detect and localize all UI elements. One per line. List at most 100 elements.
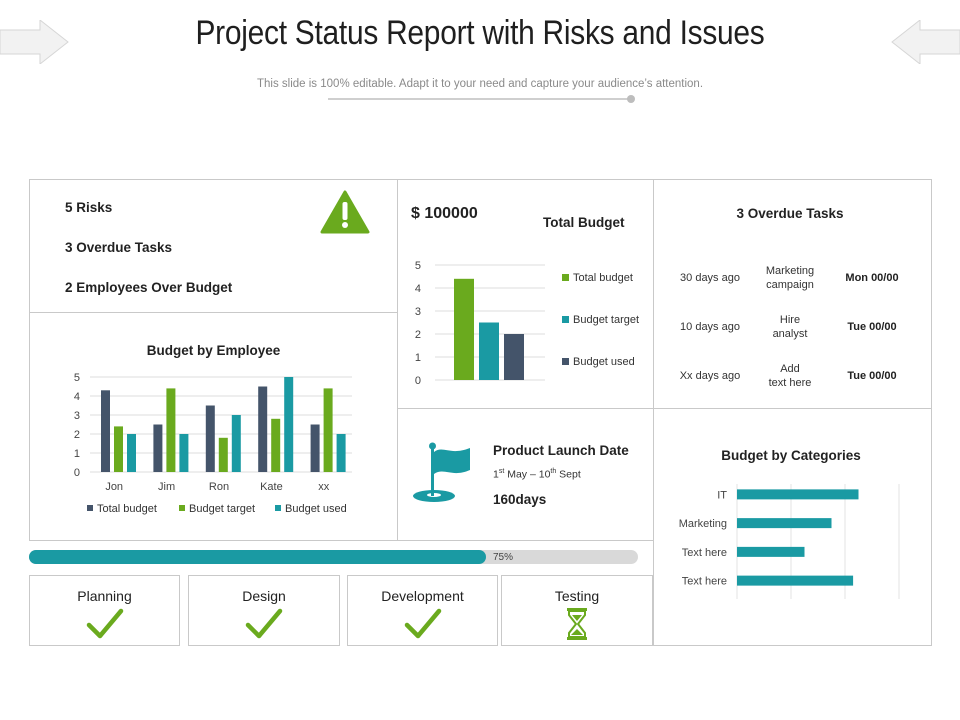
phase-label: Planning bbox=[77, 588, 132, 604]
legend-swatch bbox=[87, 505, 93, 511]
x-tick-label: Jon bbox=[105, 481, 123, 493]
overdue-ago-1: 30 days ago bbox=[680, 272, 740, 284]
product-launch-title: Product Launch Date bbox=[493, 443, 629, 458]
bar bbox=[310, 424, 320, 472]
progress-fill bbox=[29, 550, 486, 564]
budget-by-employee-chart: 0 1 2 3 4 5 Jon Jim Ron Kate xx Total budget Budget … bbox=[74, 372, 352, 515]
checkmark-icon bbox=[404, 608, 441, 639]
y-tick-label: Text here bbox=[682, 547, 727, 559]
bar bbox=[323, 388, 333, 472]
bar bbox=[271, 418, 281, 472]
total-budget-panel bbox=[397, 179, 654, 409]
y-tick-label: 0 bbox=[415, 375, 421, 387]
y-tick-label: Marketing bbox=[679, 518, 727, 530]
page-subtitle: This slide is 100% editable. Adapt it to… bbox=[256, 78, 704, 90]
total-budget-title: Total Budget bbox=[543, 215, 625, 230]
bar bbox=[127, 434, 136, 472]
bar bbox=[479, 322, 499, 380]
legend-swatch bbox=[562, 316, 569, 323]
bar bbox=[284, 377, 294, 472]
overdue-date-2: Tue 00/00 bbox=[847, 321, 897, 333]
bar bbox=[336, 434, 346, 472]
y-tick-label: Text here bbox=[682, 576, 727, 588]
subtitle-divider-dot bbox=[627, 95, 635, 103]
phase-label: Testing bbox=[554, 588, 600, 604]
y-tick-label: 1 bbox=[415, 352, 421, 364]
y-tick-label: 4 bbox=[415, 283, 421, 295]
product-launch-days: 160days bbox=[493, 492, 547, 507]
phase-label: Design bbox=[242, 588, 286, 604]
flag-icon bbox=[413, 442, 470, 502]
overdue-date-1: Mon 00/00 bbox=[845, 272, 899, 284]
product-launch-range: 1st May – 10th Sept bbox=[493, 468, 581, 481]
y-tick-label: 2 bbox=[74, 429, 80, 441]
legend-label: Budget target bbox=[573, 314, 639, 326]
hourglass-icon bbox=[567, 608, 587, 640]
x-tick-label: Ron bbox=[209, 481, 229, 493]
legend-swatch bbox=[562, 358, 569, 365]
budget-by-categories-chart: IT Marketing Text here Text here bbox=[679, 484, 900, 599]
arrow-left-icon bbox=[0, 20, 69, 64]
bar bbox=[114, 426, 123, 472]
bar bbox=[205, 405, 215, 472]
bar bbox=[179, 434, 189, 472]
budget-by-employee-title: Budget by Employee bbox=[146, 343, 281, 358]
bar bbox=[737, 518, 832, 529]
legend-label: Total budget bbox=[573, 272, 633, 284]
x-tick-label: Jim bbox=[158, 481, 175, 493]
y-tick-label: IT bbox=[717, 489, 727, 501]
progress-label: 75% bbox=[493, 552, 514, 563]
bar bbox=[218, 437, 228, 472]
legend-swatch bbox=[179, 505, 185, 511]
x-tick-label: xx bbox=[318, 481, 330, 493]
subtitle-divider bbox=[328, 98, 632, 100]
bar bbox=[258, 386, 268, 472]
product-launch-panel bbox=[397, 408, 654, 541]
bar bbox=[153, 424, 163, 472]
employees-over-budget: 2 Employees Over Budget bbox=[65, 280, 233, 295]
overdue-task-1: Marketing campaign bbox=[765, 265, 815, 291]
bar bbox=[166, 388, 176, 472]
warning-triangle-icon bbox=[320, 190, 370, 234]
overdue-task-3: Add text here bbox=[768, 363, 812, 389]
y-tick-label: 0 bbox=[74, 467, 80, 479]
y-tick-label: 1 bbox=[74, 448, 80, 460]
legend-swatch bbox=[275, 505, 281, 511]
bar bbox=[454, 278, 474, 380]
phase-testing[interactable]: Testing bbox=[501, 575, 653, 646]
legend-label: Total budget bbox=[97, 503, 157, 515]
overdue-ago-3: Xx days ago bbox=[679, 370, 741, 382]
bar bbox=[737, 546, 805, 557]
checkmark-icon bbox=[86, 608, 123, 639]
total-budget-amount: $ 100000 bbox=[411, 205, 478, 222]
total-budget-chart: 0 1 2 3 4 5 Total budget Budget target Budget us… bbox=[415, 260, 639, 387]
y-tick-label: 5 bbox=[74, 372, 80, 384]
y-tick-label: 3 bbox=[415, 306, 421, 318]
legend-label: Budget used bbox=[573, 356, 635, 368]
bar bbox=[737, 489, 859, 500]
overdue-date-3: Tue 00/00 bbox=[847, 370, 897, 382]
phase-design[interactable]: Design bbox=[188, 575, 340, 646]
page-title: Project Status Report with Risks and Iss… bbox=[195, 14, 765, 52]
bar bbox=[504, 334, 524, 380]
phase-planning[interactable]: Planning bbox=[29, 575, 180, 646]
y-tick-label: 3 bbox=[74, 410, 80, 422]
risks-count: 5 Risks bbox=[65, 200, 113, 215]
legend-label: Budget used bbox=[285, 503, 347, 515]
bar bbox=[231, 415, 241, 472]
summary-panel bbox=[29, 179, 398, 313]
phase-development[interactable]: Development bbox=[347, 575, 498, 646]
overdue-ago-2: 10 days ago bbox=[680, 321, 740, 333]
checkmark-icon bbox=[245, 608, 283, 639]
bar bbox=[737, 575, 854, 586]
overdue-tasks-count: 3 Overdue Tasks bbox=[65, 240, 173, 255]
overdue-task-2: Hire analyst bbox=[772, 314, 808, 340]
overdue-tasks-panel bbox=[653, 179, 932, 409]
phase-label: Development bbox=[381, 588, 464, 604]
overdue-tasks-title: 3 Overdue Tasks bbox=[736, 206, 844, 221]
budget-by-categories-title: Budget by Categories bbox=[721, 448, 861, 463]
bar bbox=[101, 390, 110, 472]
y-tick-label: 4 bbox=[74, 391, 80, 403]
arrow-right-icon bbox=[891, 20, 960, 64]
progress-bar bbox=[29, 550, 638, 564]
